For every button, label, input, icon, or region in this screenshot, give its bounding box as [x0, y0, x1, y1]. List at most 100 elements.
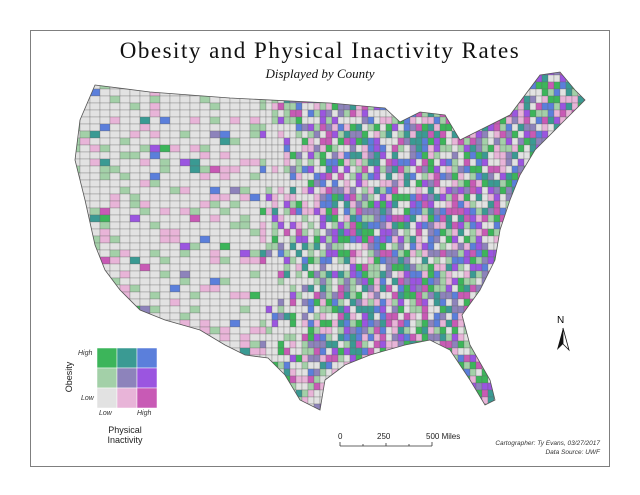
county [367, 116, 375, 125]
county [517, 270, 525, 279]
county [129, 291, 141, 300]
county [179, 333, 191, 342]
county [427, 319, 435, 328]
county [571, 116, 579, 125]
county [249, 347, 261, 356]
county [325, 130, 333, 139]
county [517, 158, 525, 167]
county [259, 123, 267, 132]
county [337, 172, 345, 181]
county [469, 242, 477, 251]
county [277, 256, 285, 265]
county [296, 411, 302, 418]
county [499, 284, 507, 293]
county [445, 72, 453, 76]
county [343, 347, 351, 356]
county [179, 242, 191, 251]
county [239, 242, 251, 251]
county [295, 263, 303, 272]
county [391, 186, 399, 195]
county [368, 411, 374, 418]
county [159, 123, 171, 132]
county [451, 403, 459, 410]
county [487, 375, 495, 384]
county [355, 158, 363, 167]
county [517, 312, 525, 321]
county [325, 403, 333, 410]
county [583, 263, 585, 272]
county [415, 256, 423, 265]
county [349, 298, 357, 307]
county [523, 95, 531, 104]
county [577, 88, 585, 97]
county [493, 403, 501, 410]
county [331, 277, 339, 286]
county [283, 186, 291, 195]
county [571, 319, 579, 328]
county [481, 291, 489, 300]
county [129, 179, 141, 188]
county [149, 312, 161, 321]
county [301, 375, 309, 384]
county [409, 102, 417, 111]
county [337, 291, 345, 300]
county [583, 375, 585, 384]
county [385, 312, 393, 321]
county [560, 411, 566, 418]
county [535, 277, 543, 286]
county [159, 361, 171, 370]
county [481, 382, 489, 391]
county [403, 235, 411, 244]
county [355, 200, 363, 209]
county [109, 263, 121, 272]
county [259, 88, 267, 97]
county [577, 396, 585, 405]
county [463, 277, 471, 286]
county [259, 200, 267, 209]
county [403, 214, 411, 223]
county [523, 340, 531, 349]
county [289, 298, 297, 307]
county [391, 284, 399, 293]
county [189, 333, 201, 342]
county [319, 165, 327, 174]
county [361, 172, 369, 181]
county [313, 130, 321, 139]
county [511, 319, 519, 328]
county [511, 81, 519, 90]
county [265, 123, 273, 132]
county [511, 214, 519, 223]
county [391, 319, 399, 328]
county [265, 130, 273, 139]
county [109, 123, 121, 132]
county [493, 109, 501, 118]
county [535, 298, 543, 307]
county [283, 291, 291, 300]
county [337, 179, 345, 188]
county [355, 298, 363, 307]
county [475, 333, 483, 342]
county [355, 263, 363, 272]
county [386, 411, 392, 418]
county [511, 221, 519, 230]
county [119, 172, 131, 181]
county [367, 256, 375, 265]
county [553, 403, 561, 410]
county [337, 305, 345, 314]
county [571, 403, 579, 410]
county [475, 207, 483, 216]
county [295, 270, 303, 279]
county [79, 137, 91, 146]
county [277, 319, 285, 328]
county [385, 179, 393, 188]
county [451, 298, 459, 307]
county [189, 137, 201, 146]
county [433, 81, 441, 90]
county [119, 305, 131, 314]
county [331, 179, 339, 188]
county [349, 312, 357, 321]
county [343, 263, 351, 272]
county [463, 102, 471, 111]
county [583, 179, 585, 188]
county [529, 235, 537, 244]
